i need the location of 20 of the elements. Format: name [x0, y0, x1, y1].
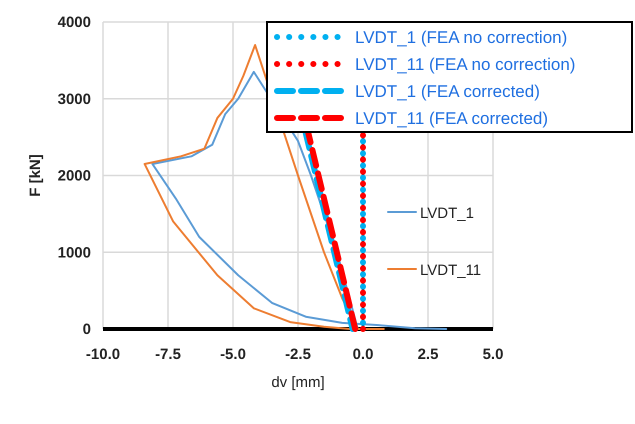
y-tick-label: 4000 [58, 14, 91, 31]
legend-label: LVDT_1 (FEA no correction) [355, 28, 568, 47]
x-tick-label: -2.5 [285, 346, 311, 363]
y-tick-label: 1000 [58, 244, 91, 262]
legend-label: LVDT_1 [420, 205, 474, 222]
x-tick-label: -7.5 [155, 346, 181, 363]
legend-label: LVDT_1 (FEA corrected) [355, 82, 540, 101]
y-tick-label: 2000 [58, 168, 91, 184]
x-tick-label: 0.0 [352, 346, 374, 363]
y-axis-title: F [kN] [27, 154, 44, 197]
legend-label: LVDT_11 (FEA corrected) [355, 109, 548, 128]
y-tick-label: 3000 [58, 90, 91, 108]
y-tick-label: 0 [82, 321, 91, 338]
x-axis-title: dv [mm] [271, 374, 325, 391]
x-tick-label: 5.0 [482, 346, 504, 363]
legend-label: LVDT_11 (FEA no correction) [355, 55, 576, 74]
x-tick-label: -5.0 [220, 346, 246, 363]
legend-label: LVDT_11 [420, 262, 482, 279]
x-tick-label: 2.5 [418, 346, 438, 363]
x-tick-label: -10.0 [86, 346, 120, 363]
